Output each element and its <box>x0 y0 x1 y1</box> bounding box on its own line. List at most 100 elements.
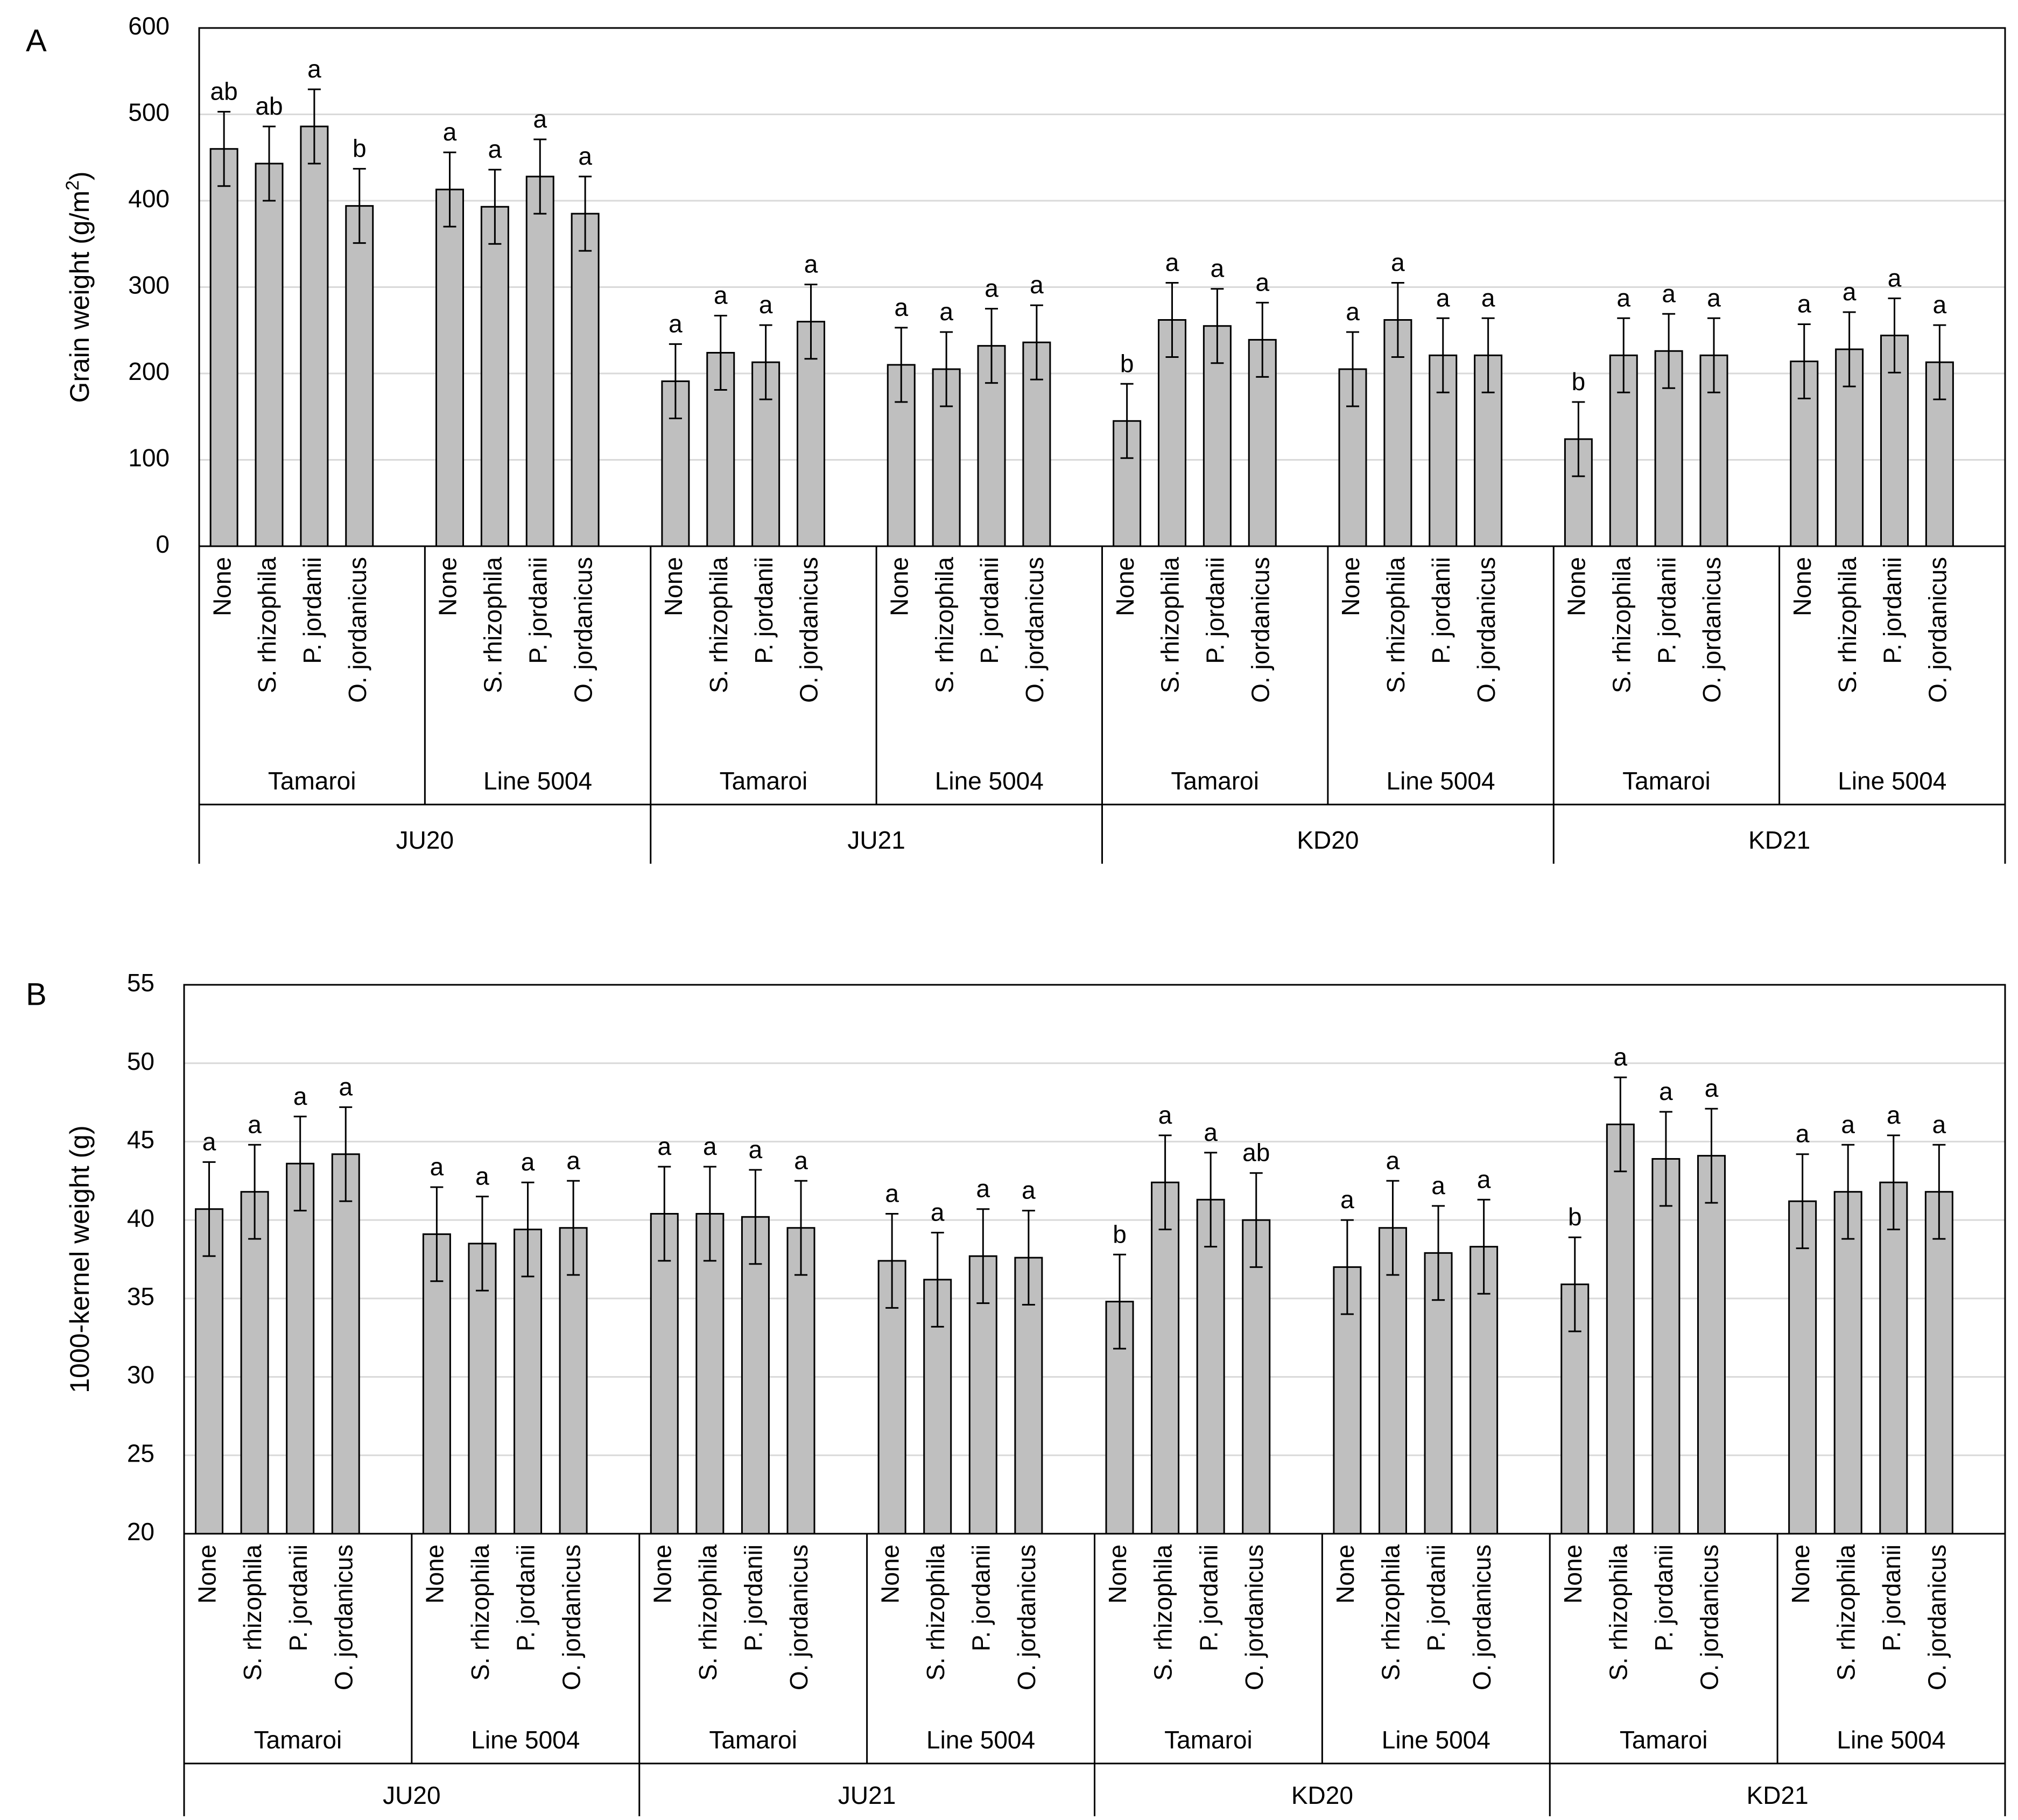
treatment-label: S. rhizophila <box>466 1544 494 1681</box>
significance-letter: a <box>293 1082 307 1110</box>
bar <box>1651 1158 1681 1535</box>
cultivar-label: Line 5004 <box>1382 1726 1490 1754</box>
treatment-label: None <box>1559 1544 1587 1604</box>
treatment-label: P. jordanii <box>1201 557 1229 664</box>
treatment-label: S. rhizophila <box>479 557 507 694</box>
treatment-label: None <box>434 557 462 616</box>
y-tick-label: 0 <box>156 530 170 558</box>
treatment-label: S. rhizophila <box>930 557 958 694</box>
bar <box>525 175 554 547</box>
cultivar-label: Line 5004 <box>926 1726 1035 1754</box>
cultivar-label: Tamaroi <box>1622 767 1711 795</box>
significance-letter: a <box>714 281 728 309</box>
treatment-label: P. jordanii <box>284 1544 312 1652</box>
treatment-label: None <box>885 557 913 616</box>
significance-letter: a <box>248 1110 262 1138</box>
treatment-label: S. rhizophila <box>922 1544 950 1681</box>
significance-letter: a <box>931 1198 945 1226</box>
significance-letter: a <box>1841 1110 1855 1138</box>
treatment-label: None <box>1563 557 1591 616</box>
treatment-label: O. jordanicus <box>557 1544 585 1690</box>
y-tick-label: 50 <box>127 1047 154 1075</box>
significance-letter: a <box>1481 284 1495 312</box>
significance-letter: ab <box>1242 1139 1270 1167</box>
significance-letter: a <box>1255 268 1269 296</box>
bar <box>741 1216 770 1535</box>
treatment-label: P. jordanii <box>1653 557 1681 664</box>
site-label: KD20 <box>1291 1781 1353 1809</box>
significance-letter: a <box>1030 271 1044 299</box>
significance-letter: b <box>1120 349 1134 377</box>
significance-letter: a <box>1797 290 1811 318</box>
significance-letter: a <box>939 298 953 326</box>
significance-letter: a <box>794 1146 808 1174</box>
bar <box>650 1212 679 1535</box>
significance-letter: a <box>1211 255 1225 283</box>
significance-letter: a <box>703 1132 717 1160</box>
significance-letter: ab <box>255 92 283 120</box>
significance-letter: a <box>443 118 457 146</box>
bar <box>751 361 781 547</box>
plot-frame <box>183 984 2006 1535</box>
panel-label: B <box>26 977 47 1012</box>
y-tick-label: 100 <box>128 444 170 472</box>
treatment-label: P. jordanii <box>1650 1544 1678 1652</box>
site-label: JU21 <box>838 1781 896 1809</box>
y-tick-label: 25 <box>127 1439 154 1467</box>
significance-letter: a <box>202 1127 216 1155</box>
treatment-label: S. rhizophila <box>238 1544 266 1681</box>
bar <box>786 1227 815 1535</box>
treatment-label: O. jordanicus <box>1012 1544 1040 1690</box>
site-label: KD21 <box>1747 1781 1809 1809</box>
significance-letter: a <box>894 293 908 321</box>
treatment-label: S. rhizophila <box>1833 557 1861 694</box>
cultivar-label: Line 5004 <box>483 767 592 795</box>
treatment-label: O. jordanicus <box>1696 1544 1724 1690</box>
treatment-label: P. jordanii <box>1194 1544 1222 1652</box>
treatment-label: O. jordanicus <box>795 557 823 703</box>
treatment-label: S. rhizophila <box>705 557 733 694</box>
bar <box>435 188 465 547</box>
bar <box>1196 1198 1225 1535</box>
treatment-label: P. jordanii <box>1422 1544 1450 1652</box>
significance-letter: a <box>1933 291 1947 319</box>
site-label: JU20 <box>383 1781 440 1809</box>
treatment-label: None <box>421 1544 449 1604</box>
treatment-label: S. rhizophila <box>1382 557 1410 694</box>
treatment-label: P. jordanii <box>1879 557 1907 664</box>
treatment-label: O. jordanicus <box>1468 1544 1496 1690</box>
treatment-label: O. jordanicus <box>1240 1544 1268 1690</box>
treatment-label: None <box>659 557 687 616</box>
significance-letter: a <box>1616 284 1630 312</box>
panel-label: A <box>26 23 47 58</box>
treatment-label: P. jordanii <box>1427 557 1455 664</box>
treatment-label: O. jordanicus <box>343 557 371 703</box>
treatment-label: O. jordanicus <box>1246 557 1274 703</box>
treatment-label: O. jordanicus <box>1924 557 1952 703</box>
treatment-label: P. jordanii <box>740 1544 768 1652</box>
bar <box>300 125 329 547</box>
significance-letter: a <box>885 1179 899 1207</box>
bar <box>1606 1123 1635 1535</box>
significance-letter: a <box>1340 1186 1354 1214</box>
site-label: KD20 <box>1297 826 1359 854</box>
significance-letter: a <box>804 250 818 278</box>
significance-letter: a <box>488 135 502 163</box>
bar <box>480 206 509 547</box>
cultivar-label: Tamaroi <box>709 1726 797 1754</box>
cultivar-label: Tamaroi <box>268 767 356 795</box>
treatment-label: O. jordanicus <box>785 1544 813 1690</box>
chart-panel-B: B 20 25 30 35 40 45 50 55 1000-kernel weight (g) J… <box>26 969 2006 1816</box>
significance-letter: a <box>1391 248 1405 276</box>
y-axis-label: Grain weight (g/m2) <box>62 171 95 403</box>
significance-letter: a <box>566 1146 580 1174</box>
significance-letter: a <box>759 291 773 319</box>
bar <box>1788 1200 1817 1535</box>
bar <box>345 205 374 547</box>
treatment-label: None <box>876 1544 904 1604</box>
significance-letter: a <box>976 1175 990 1203</box>
cultivar-label: Line 5004 <box>471 1726 580 1754</box>
significance-letter: b <box>1113 1220 1127 1248</box>
bar <box>286 1162 315 1535</box>
